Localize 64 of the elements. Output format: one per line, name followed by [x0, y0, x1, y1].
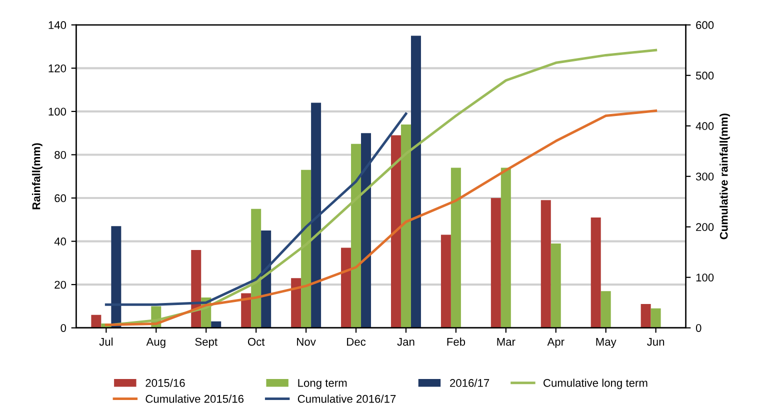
y2-tick-label: 0	[696, 324, 702, 332]
bar	[540, 200, 551, 328]
y2-axis-title: Cumulative rainfall(mm)	[720, 114, 730, 240]
bar	[241, 293, 252, 328]
y-tick-label: 40	[54, 238, 66, 246]
y-tick-label: 120	[48, 64, 66, 72]
legend-label: 2015/16	[146, 378, 185, 387]
bar	[341, 248, 352, 328]
x-tick-label: Sept	[195, 338, 218, 348]
legend-label: Cumulative 2016/17	[298, 394, 396, 403]
bar	[500, 168, 511, 328]
bar	[301, 170, 312, 328]
bar	[191, 250, 202, 328]
bar	[261, 230, 272, 328]
x-tick-label: Dec	[347, 338, 366, 346]
x-tick-label: Jul	[99, 338, 113, 346]
y-tick-label: 0	[60, 324, 66, 332]
y2-tick-label: 600	[696, 21, 714, 30]
bar	[211, 321, 222, 328]
bar	[361, 133, 372, 328]
y-tick-label: 80	[54, 151, 66, 159]
y2-tick-label: 400	[696, 122, 714, 130]
y-tick-label: 100	[48, 108, 66, 116]
bar	[251, 208, 262, 328]
bar	[311, 102, 322, 328]
bar	[400, 124, 411, 328]
x-tick-label: Nov	[297, 338, 316, 346]
x-tick-label: Aug	[146, 338, 166, 348]
bar	[650, 308, 661, 328]
bar	[590, 217, 601, 328]
y2-tick-label: 200	[696, 223, 714, 231]
y-tick-label: 60	[54, 194, 66, 202]
bar	[351, 144, 362, 328]
bar	[410, 36, 421, 328]
y2-tick-label: 100	[696, 274, 714, 282]
legend-label: 2016/17	[450, 378, 490, 387]
legend-label: Cumulative long term	[544, 378, 648, 390]
line-series	[104, 112, 408, 306]
line-series	[104, 48, 658, 327]
y-tick-label: 140	[48, 21, 66, 30]
x-tick-label: Jun	[647, 338, 664, 346]
bar	[490, 198, 501, 328]
x-tick-label: Apr	[547, 338, 564, 348]
bar	[111, 226, 122, 328]
y2-tick-label: 500	[696, 72, 714, 80]
x-tick-label: Mar	[497, 338, 516, 346]
bar	[91, 314, 102, 328]
x-tick-label: Jan	[397, 338, 414, 346]
bar	[390, 135, 401, 328]
x-tick-label: Feb	[447, 338, 466, 346]
y-axis-title: Rainfall(mm)	[32, 143, 42, 210]
legend-label: Long term	[298, 379, 347, 390]
bar	[640, 304, 651, 328]
bar	[440, 234, 451, 328]
x-tick-label: Oct	[248, 338, 265, 346]
legend-label: Cumulative 2015/16	[146, 394, 244, 403]
line-series	[104, 109, 658, 326]
y-tick-label: 20	[54, 280, 66, 289]
y2-tick-label: 300	[696, 172, 714, 181]
bar	[600, 291, 611, 328]
x-tick-label: May	[596, 338, 616, 348]
bar	[450, 168, 461, 328]
bar	[291, 278, 302, 328]
bar	[550, 243, 561, 328]
